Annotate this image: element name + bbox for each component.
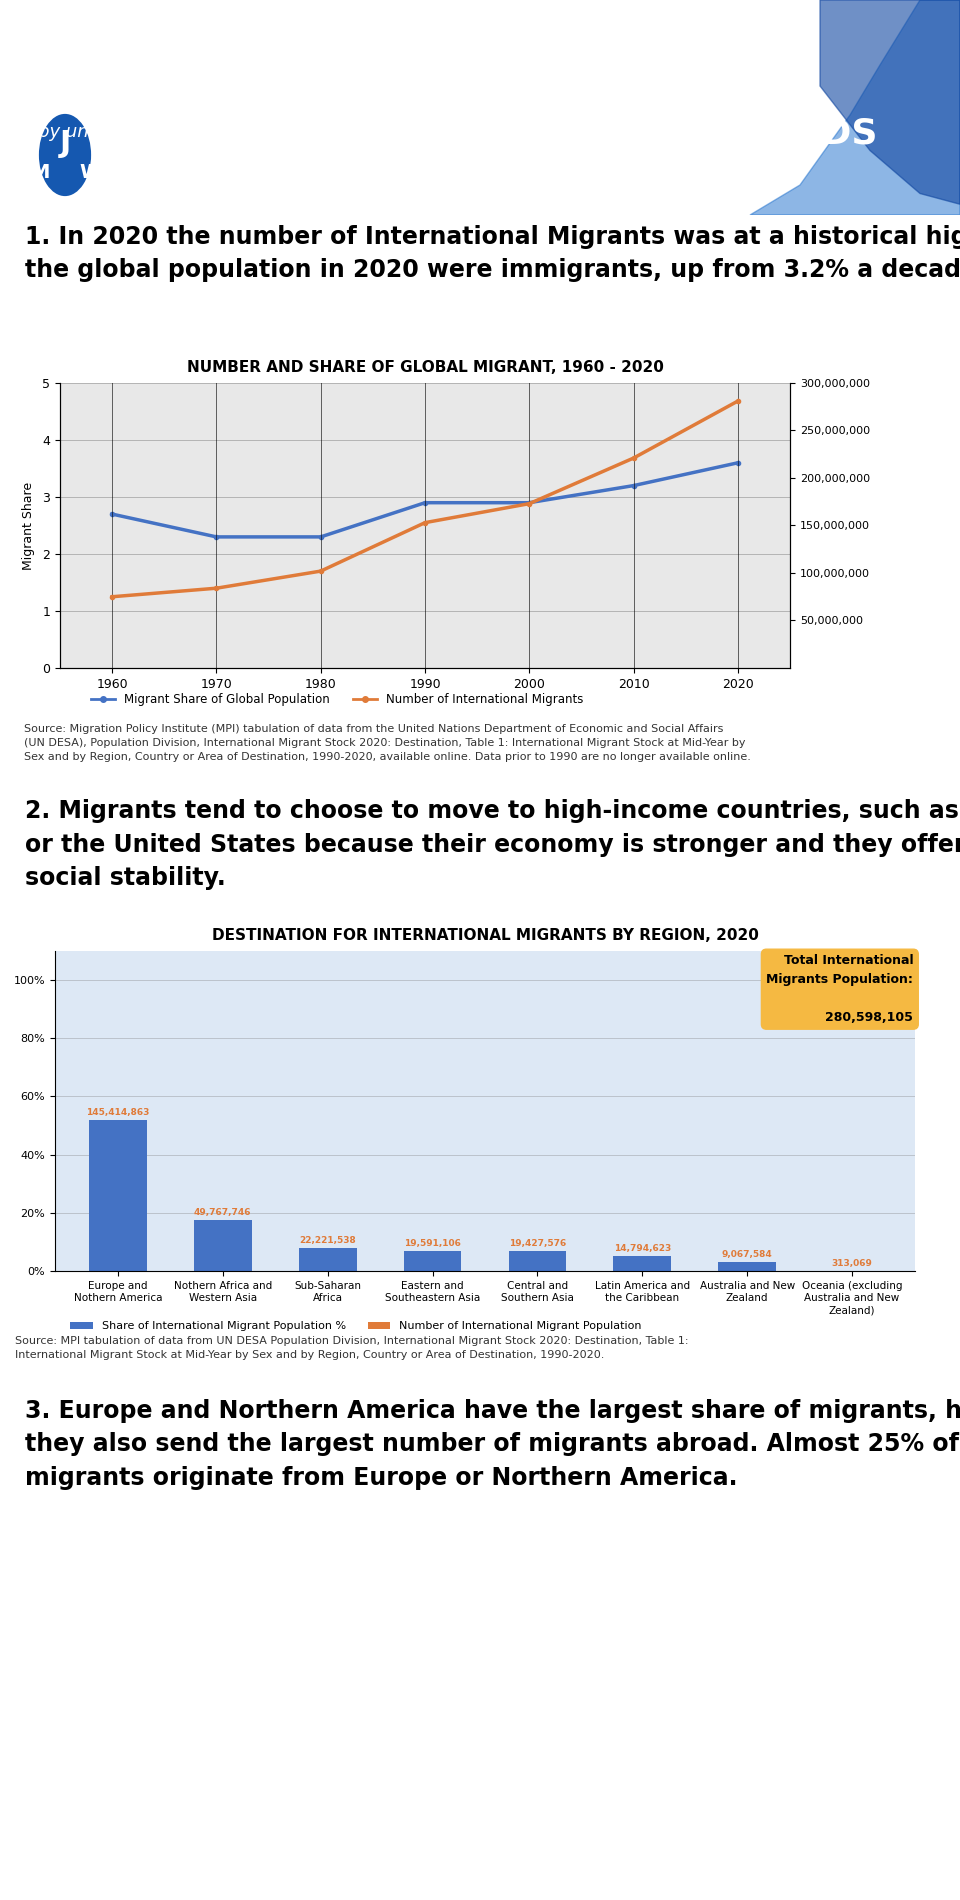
Text: Total International
Migrants Population:

280,598,105: Total International Migrants Population:… — [766, 954, 913, 1024]
Text: 2. Migrants tend to choose to move to high-income countries, such as Europe
or t: 2. Migrants tend to choose to move to hi… — [25, 800, 960, 889]
Title: NUMBER AND SHARE OF GLOBAL MIGRANT, 1960 - 2020: NUMBER AND SHARE OF GLOBAL MIGRANT, 1960… — [186, 359, 663, 374]
Polygon shape — [750, 0, 960, 215]
Bar — [404, 1250, 462, 1271]
Legend: Share of International Migrant Population %, Number of International Migrant Pop: Share of International Migrant Populatio… — [66, 1317, 646, 1336]
Y-axis label: Migrant Share: Migrant Share — [22, 481, 36, 570]
Text: 145,414,863: 145,414,863 — [86, 1108, 150, 1117]
Text: Source: MPI tabulation of data from UN DESA Population Division, International M: Source: MPI tabulation of data from UN D… — [15, 1336, 688, 1360]
Text: 1. In 2020 the number of International Migrants was at a historical high. 3.6% o: 1. In 2020 the number of International M… — [25, 224, 960, 283]
Text: 3. Europe and Northern America have the largest share of migrants, however,
they: 3. Europe and Northern America have the … — [25, 1398, 960, 1490]
Text: 22,221,538: 22,221,538 — [300, 1237, 356, 1244]
Polygon shape — [820, 0, 960, 205]
Text: J: J — [60, 129, 71, 158]
Text: 313,069: 313,069 — [831, 1260, 873, 1267]
Bar — [509, 1250, 566, 1271]
Bar — [194, 1220, 252, 1271]
Text: 9,067,584: 9,067,584 — [722, 1250, 773, 1260]
Text: 14,794,623: 14,794,623 — [613, 1244, 671, 1252]
Text: 49,767,746: 49,767,746 — [194, 1208, 252, 1216]
FancyBboxPatch shape — [18, 108, 113, 203]
Legend: Migrant Share of Global Population, Number of International Migrants: Migrant Share of Global Population, Numb… — [86, 688, 588, 711]
Text: International migration is ever-changing and difficult to predict. The only way
: International migration is ever-changing… — [18, 66, 719, 141]
Bar — [299, 1248, 356, 1271]
Bar — [718, 1262, 776, 1271]
Bar — [613, 1256, 671, 1271]
Text: M: M — [31, 163, 50, 182]
Title: DESTINATION FOR INTERNATIONAL MIGRANTS BY REGION, 2020: DESTINATION FOR INTERNATIONAL MIGRANTS B… — [211, 927, 758, 942]
Text: 19,427,576: 19,427,576 — [509, 1239, 566, 1248]
Bar — [89, 1121, 147, 1271]
Text: 19,591,106: 19,591,106 — [404, 1239, 461, 1248]
Text: INTERNATIONAL MIGRATION TRENDS: INTERNATIONAL MIGRATION TRENDS — [130, 116, 877, 150]
Text: Source: Migration Policy Institute (MPI) tabulation of data from the United Nati: Source: Migration Policy Institute (MPI)… — [24, 724, 751, 762]
Ellipse shape — [37, 112, 92, 198]
Text: W: W — [80, 163, 101, 182]
